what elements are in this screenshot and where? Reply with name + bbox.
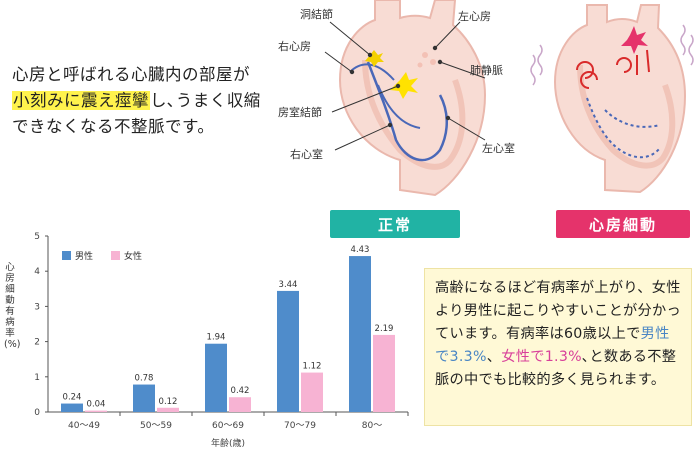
tag-normal: 正常 — [330, 210, 460, 238]
legend-item-female: 女性 — [111, 249, 142, 262]
bar-male — [277, 290, 299, 412]
bar-female — [373, 334, 395, 412]
tag-atrial-fibrillation: 心房細動 — [556, 210, 690, 238]
intro-highlight: 小刻みに震え痙攣 — [12, 91, 150, 110]
x-axis-label: 年齢(歳) — [211, 437, 245, 449]
data-label-male: 1.94 — [207, 333, 226, 343]
x-tick-label: 80〜 — [362, 421, 382, 431]
x-tick-label: 40〜49 — [68, 421, 100, 431]
intro-text-before: 心房と呼ばれる心臓内の部屋が — [12, 65, 250, 84]
y-tick-label: 0 — [34, 408, 40, 418]
y-tick-label: 4 — [34, 267, 40, 277]
legend-swatch-female — [111, 251, 121, 260]
info-box: 高齢になるほど有病率が上がり、女性より男性に起こりやすいことが分かっています。有… — [424, 268, 692, 426]
x-tick-label: 50〜59 — [140, 421, 172, 431]
label-pulmonary-vein: 肺静脈 — [470, 63, 503, 77]
bar-male — [61, 403, 83, 412]
bar-female — [229, 397, 251, 412]
label-av-node: 房室結節 — [278, 105, 322, 119]
info-text-1: 高齢になるほど有病率が上がり、女性より男性に起こりやすいことが分かっています。有… — [435, 280, 682, 342]
data-label-female: 0.42 — [231, 386, 250, 396]
data-label-female: 2.19 — [375, 324, 394, 334]
normal-heart-illustration: 洞結節 右心房 房室結節 右心室 左心房 肺静脈 左心室 — [278, 0, 515, 197]
bar-female — [85, 410, 107, 412]
y-tick-label: 5 — [34, 232, 40, 242]
prevalence-bar-chart: 0 1 2 3 4 5 0.24 0.04 40〜49 0.78 0.12 50〜59 1.94 0.42… — [34, 232, 409, 449]
data-label-female: 0.04 — [87, 400, 106, 410]
y-tick-label: 1 — [34, 373, 40, 383]
bar-female — [157, 407, 179, 412]
x-tick-label: 70〜79 — [284, 421, 316, 431]
label-right-ventricle: 右心室 — [290, 147, 323, 161]
label-left-ventricle: 左心室 — [482, 141, 515, 155]
bar-male — [349, 256, 371, 412]
bar-male — [133, 384, 155, 412]
y-tick-label: 2 — [34, 338, 40, 348]
heart-diagrams: 洞結節 右心房 房室結節 右心室 左心房 肺静脈 左心室 — [278, 0, 694, 197]
legend-swatch-male — [62, 251, 71, 260]
y-tick-label: 3 — [34, 302, 40, 312]
label-sinus-node: 洞結節 — [300, 7, 333, 21]
intro-text: 心房と呼ばれる心臓内の部屋が小刻みに震え痙攣し､うまく収縮できなくなる不整脈です… — [12, 62, 262, 140]
info-male-rate: 男性で3.3% — [435, 326, 670, 365]
data-label-female: 0.12 — [159, 397, 178, 407]
label-left-atrium: 左心房 — [458, 10, 491, 23]
info-text-2: 、 — [486, 349, 502, 365]
intro-text-after: し､うまく収縮できなくなる不整脈です。 — [12, 91, 261, 136]
label-right-atrium: 右心房 — [278, 39, 311, 53]
bar-male — [205, 343, 227, 412]
legend-label-male: 男性 — [75, 252, 94, 262]
data-label-male: 4.43 — [351, 245, 370, 255]
info-female-rate: 女性で1.3% — [501, 349, 582, 365]
bar-female — [301, 372, 323, 412]
data-label-male: 0.24 — [63, 393, 82, 403]
x-tick-label: 60〜69 — [212, 421, 244, 431]
chart-legend: 男性 女性 — [62, 249, 160, 262]
info-text-3: ､と数ある不整脈の中でも比較的多く見られます。 — [435, 349, 677, 388]
data-label-female: 1.12 — [303, 362, 322, 372]
legend-label-female: 女性 — [124, 252, 143, 262]
legend-item-male: 男性 — [62, 249, 93, 262]
af-heart-illustration — [530, 4, 694, 194]
data-label-male: 3.44 — [279, 280, 298, 290]
chart-y-axis-label: 心房細動有病率(%) — [4, 262, 21, 350]
data-label-male: 0.78 — [135, 374, 154, 384]
